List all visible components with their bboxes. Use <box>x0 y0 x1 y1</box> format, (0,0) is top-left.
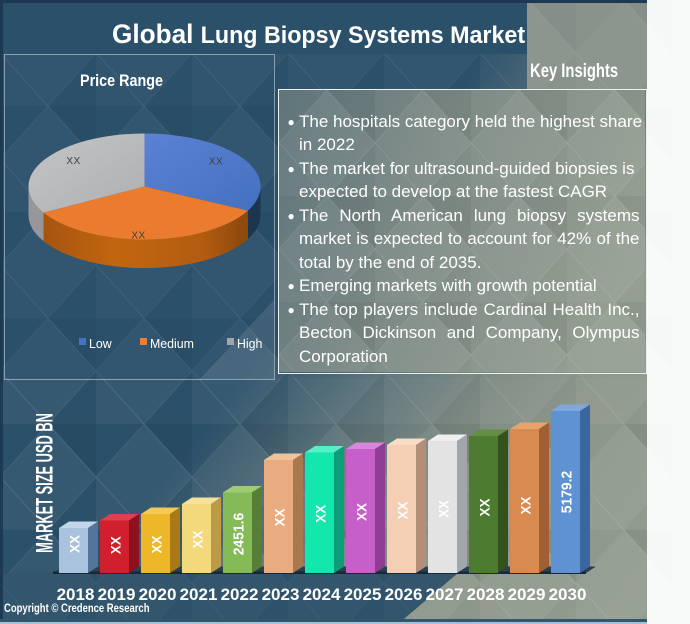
svg-text:XX: XX <box>131 231 145 242</box>
svg-text:XX: XX <box>191 530 206 548</box>
svg-text:XX: XX <box>396 501 411 519</box>
svg-text:XX: XX <box>66 156 80 167</box>
svg-text:XX: XX <box>109 536 124 554</box>
svg-text:XX: XX <box>355 503 370 521</box>
svg-text:XX: XX <box>150 535 165 553</box>
svg-text:XX: XX <box>273 508 288 526</box>
svg-text:XX: XX <box>68 535 83 553</box>
svg-text:XX: XX <box>209 157 223 168</box>
svg-text:XX: XX <box>314 505 329 523</box>
svg-text:XX: XX <box>437 500 452 518</box>
svg-text:5179.2: 5179.2 <box>559 471 576 514</box>
svg-text:MARKET SIZE USD BN: MARKET SIZE USD BN <box>33 413 59 553</box>
svg-text:2451.6: 2451.6 <box>231 513 248 556</box>
svg-text:XX: XX <box>519 496 534 514</box>
svg-text:XX: XX <box>478 498 493 516</box>
